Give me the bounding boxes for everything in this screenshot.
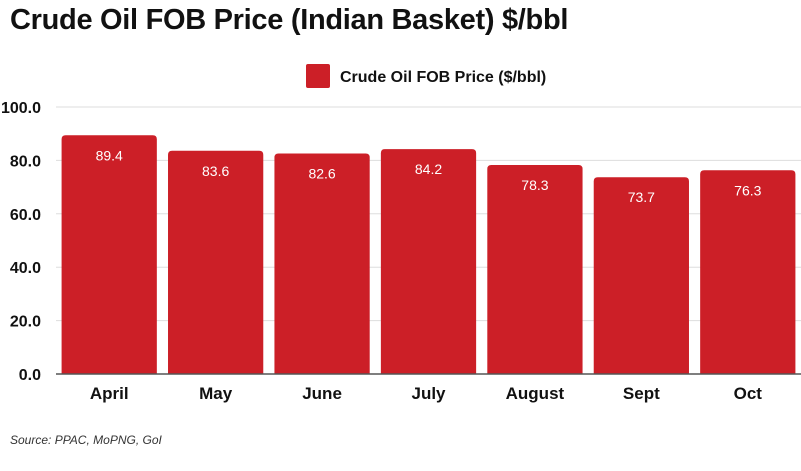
- bar: [274, 153, 370, 374]
- bar: [380, 149, 477, 374]
- y-tick-label: 80.0: [10, 153, 41, 170]
- x-tick-label: April: [90, 384, 129, 403]
- data-label: 76.3: [734, 182, 761, 198]
- x-tick-label: June: [302, 384, 342, 403]
- data-label: 82.6: [308, 165, 335, 181]
- x-tick-label: May: [199, 384, 233, 403]
- bar: [593, 177, 689, 374]
- data-label: 83.6: [202, 163, 229, 179]
- y-tick-label: 40.0: [10, 260, 41, 277]
- x-tick-label: August: [506, 384, 565, 403]
- chart-title: Crude Oil FOB Price (Indian Basket) $/bb…: [10, 4, 569, 36]
- y-tick-label: 60.0: [10, 207, 41, 224]
- bar: [700, 170, 796, 374]
- y-tick-label: 100.0: [1, 100, 41, 117]
- bar: [168, 150, 264, 374]
- data-label: 84.2: [415, 161, 442, 177]
- bar: [487, 164, 583, 374]
- data-label: 73.7: [628, 189, 655, 205]
- x-tick-label: Sept: [623, 384, 660, 403]
- legend-swatch: [306, 64, 330, 88]
- data-label: 89.4: [96, 147, 123, 163]
- x-tick-label: Oct: [734, 384, 763, 403]
- data-label: 78.3: [521, 177, 548, 193]
- bar: [61, 135, 157, 374]
- y-tick-label: 20.0: [10, 314, 41, 331]
- y-tick-label: 0.0: [19, 367, 41, 384]
- source-note: Source: PPAC, MoPNG, GoI: [10, 433, 162, 447]
- legend-label: Crude Oil FOB Price ($/bbl): [340, 69, 546, 86]
- x-tick-label: July: [411, 384, 446, 403]
